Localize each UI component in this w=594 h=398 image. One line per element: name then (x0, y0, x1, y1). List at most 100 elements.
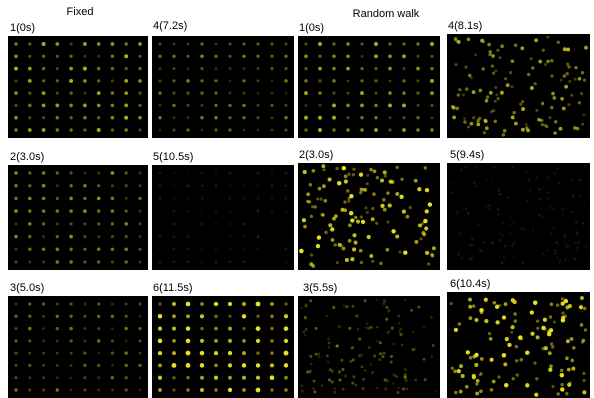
particle (138, 364, 141, 367)
particle (536, 319, 539, 322)
particle (550, 232, 553, 235)
particle (577, 241, 580, 244)
particle (374, 116, 377, 119)
particle (368, 346, 371, 349)
particle (214, 104, 217, 107)
particle (398, 330, 401, 333)
particle (124, 91, 128, 95)
particle (56, 128, 59, 131)
particle (125, 376, 128, 379)
particle (527, 73, 530, 76)
particle (424, 378, 427, 381)
particle (584, 328, 587, 331)
particle (270, 327, 273, 330)
particle (270, 351, 274, 355)
particle (111, 128, 114, 131)
particle (532, 229, 535, 232)
particle (158, 351, 162, 355)
particle (125, 67, 128, 70)
particle (453, 370, 457, 374)
particle (392, 382, 395, 385)
particle (285, 210, 288, 213)
particle (42, 235, 45, 238)
particle (574, 78, 577, 81)
particle (42, 389, 45, 392)
particle (525, 126, 528, 129)
particle (309, 183, 312, 186)
particle (186, 302, 191, 307)
particle (69, 235, 73, 239)
particle (42, 315, 45, 318)
particle (284, 376, 288, 380)
particle (14, 197, 17, 200)
particle (328, 378, 331, 381)
particle (402, 103, 406, 107)
particle (427, 262, 430, 265)
particle (389, 79, 392, 82)
particle (97, 67, 100, 70)
particle (97, 389, 100, 392)
image-background (8, 36, 148, 138)
particle (534, 38, 538, 42)
particle (42, 184, 46, 188)
particle (489, 337, 493, 341)
particle (124, 248, 128, 252)
particle (305, 305, 308, 308)
panel: 1(0s) (8, 22, 148, 138)
particle (332, 79, 335, 82)
particle (511, 211, 514, 214)
particle (243, 223, 246, 226)
particle (374, 104, 378, 108)
particle (242, 376, 246, 380)
particle (379, 341, 382, 344)
particle (565, 392, 568, 395)
particle (346, 116, 349, 119)
particle (214, 55, 217, 58)
particle (462, 93, 465, 96)
particle (111, 104, 115, 108)
particle (492, 380, 496, 384)
particle (111, 303, 114, 306)
particle (355, 315, 358, 318)
particle (138, 79, 142, 83)
particle (284, 42, 287, 45)
particle (214, 79, 217, 82)
particle (229, 172, 232, 175)
particle (358, 338, 361, 341)
particle (365, 326, 368, 329)
particle (573, 241, 576, 244)
particle (560, 369, 564, 373)
particle (124, 42, 127, 45)
particle (229, 210, 232, 213)
particle (159, 248, 162, 251)
particle (309, 370, 312, 373)
particle (550, 106, 553, 109)
particle (494, 100, 497, 103)
particle (389, 180, 393, 184)
panel: 3(5.5s) (298, 282, 440, 398)
particle (550, 204, 553, 207)
particle (215, 197, 218, 200)
particle (430, 91, 434, 95)
particle (256, 42, 259, 45)
particle (533, 301, 538, 306)
particle (472, 90, 476, 94)
particle (354, 241, 358, 245)
particle (326, 315, 329, 318)
particle (14, 315, 17, 318)
particle (285, 184, 288, 187)
particle (187, 261, 190, 264)
particle (580, 323, 584, 327)
particle (97, 172, 100, 175)
particle (124, 128, 128, 132)
particle (346, 92, 349, 95)
panel: 6(10.4s) (447, 278, 590, 398)
particle (186, 326, 190, 330)
particle (201, 104, 204, 107)
particle (551, 385, 554, 388)
particle (70, 222, 73, 225)
particle (512, 221, 515, 224)
particle (305, 104, 308, 107)
figure: Fixed Random walk 1(0s) 4(7.2s) 1(0s) 4(… (0, 0, 594, 398)
particle (56, 352, 59, 355)
